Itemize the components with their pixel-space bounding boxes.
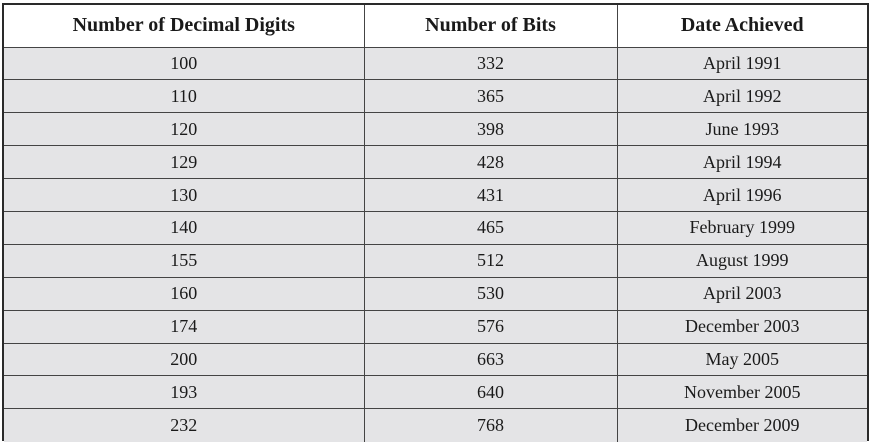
table-row: 130 431 April 1996 [4, 178, 867, 212]
cell-decimal-digits: 130 [4, 178, 365, 212]
cell-date-achieved: December 2003 [617, 310, 867, 344]
header-decimal-digits: Number of Decimal Digits [4, 5, 365, 48]
cell-date-achieved: May 2005 [617, 343, 867, 377]
factoring-records-table: Number of Decimal Digits Number of Bits … [4, 5, 867, 442]
cell-bits: 512 [364, 244, 618, 278]
table-row: 120 398 June 1993 [4, 112, 867, 147]
cell-decimal-digits: 120 [4, 112, 365, 147]
cell-date-achieved: April 1994 [617, 145, 867, 180]
table-row: 140 465 February 1999 [4, 211, 867, 245]
cell-bits: 428 [364, 145, 618, 180]
cell-bits: 431 [364, 178, 618, 212]
cell-bits: 576 [364, 310, 618, 344]
table-header: Number of Decimal Digits Number of Bits … [4, 5, 867, 48]
cell-date-achieved: April 2003 [617, 277, 867, 311]
cell-date-achieved: February 1999 [617, 211, 867, 245]
cell-decimal-digits: 100 [4, 47, 365, 81]
cell-date-achieved: April 1992 [617, 79, 867, 114]
cell-date-achieved: December 2009 [617, 408, 867, 442]
cell-bits: 465 [364, 211, 618, 245]
table-row: 110 365 April 1992 [4, 79, 867, 114]
cell-decimal-digits: 160 [4, 277, 365, 311]
table-row: 129 428 April 1994 [4, 145, 867, 180]
cell-bits: 332 [364, 47, 618, 81]
cell-decimal-digits: 174 [4, 310, 365, 344]
cell-bits: 663 [364, 343, 618, 377]
table-body: 100 332 April 1991 110 365 April 1992 120 398 Ju… [4, 47, 867, 442]
cell-bits: 365 [364, 79, 618, 114]
header-date-achieved: Date Achieved [617, 5, 867, 48]
cell-date-achieved: April 1991 [617, 47, 867, 81]
table-row: 193 640 November 2005 [4, 375, 867, 410]
header-bits: Number of Bits [364, 5, 618, 48]
cell-decimal-digits: 232 [4, 408, 365, 442]
cell-decimal-digits: 110 [4, 79, 365, 114]
cell-bits: 530 [364, 277, 618, 311]
cell-bits: 768 [364, 408, 618, 442]
cell-decimal-digits: 129 [4, 145, 365, 180]
table-row: 160 530 April 2003 [4, 277, 867, 311]
table-row: 100 332 April 1991 [4, 47, 867, 81]
cell-decimal-digits: 155 [4, 244, 365, 278]
cell-bits: 398 [364, 112, 618, 147]
cell-decimal-digits: 200 [4, 343, 365, 377]
table-row: 155 512 August 1999 [4, 244, 867, 278]
table-row: 174 576 December 2003 [4, 310, 867, 344]
cell-bits: 640 [364, 375, 618, 410]
table-row: 232 768 December 2009 [4, 408, 867, 442]
header-row: Number of Decimal Digits Number of Bits … [4, 5, 867, 48]
factoring-records-table-container: Number of Decimal Digits Number of Bits … [2, 3, 869, 442]
cell-date-achieved: November 2005 [617, 375, 867, 410]
cell-date-achieved: April 1996 [617, 178, 867, 212]
table-row: 200 663 May 2005 [4, 343, 867, 377]
cell-decimal-digits: 193 [4, 375, 365, 410]
cell-date-achieved: August 1999 [617, 244, 867, 278]
cell-decimal-digits: 140 [4, 211, 365, 245]
cell-date-achieved: June 1993 [617, 112, 867, 147]
